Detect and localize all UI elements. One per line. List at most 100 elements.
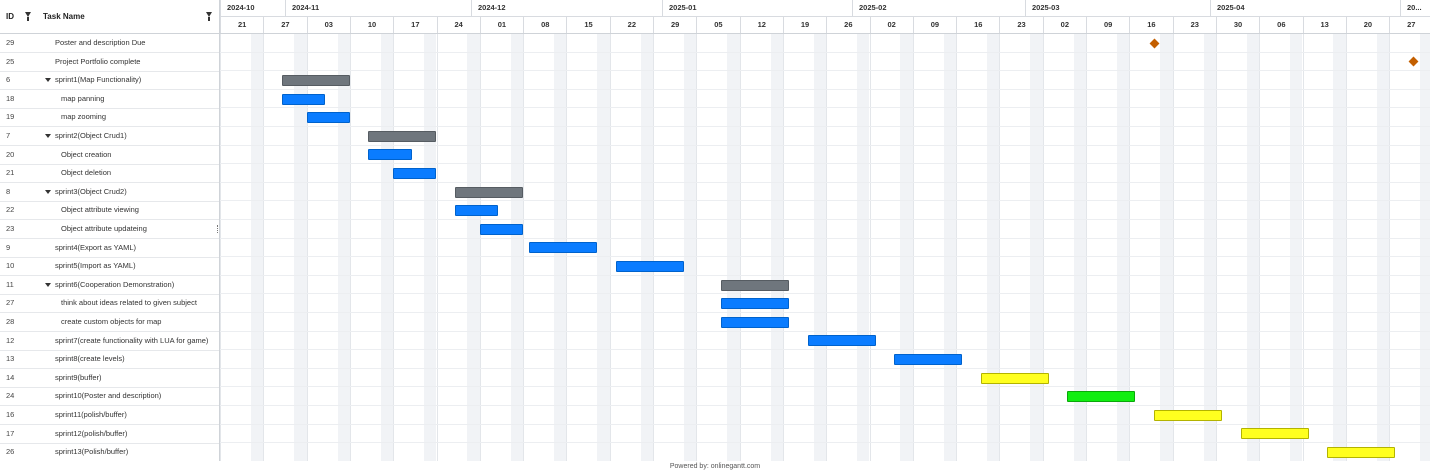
task-name-column-header[interactable]: Task Name [43, 12, 85, 21]
task-bar[interactable] [1154, 409, 1223, 421]
task-name[interactable]: sprint9(buffer) [55, 372, 102, 382]
id-filter-icon[interactable] [25, 12, 31, 21]
task-row[interactable]: 14 sprint9(buffer) [0, 369, 219, 388]
task-row[interactable]: 11 sprint6(Cooperation Demonstration) [0, 276, 219, 295]
task-name[interactable]: Object attribute viewing [61, 205, 139, 215]
group-bar[interactable] [455, 186, 524, 198]
task-id: 10 [6, 261, 15, 271]
task-bar[interactable] [894, 354, 963, 365]
collapse-caret-icon[interactable] [45, 78, 51, 83]
task-bar[interactable] [1327, 447, 1396, 458]
task-row[interactable]: 22 Object attribute viewing [0, 201, 219, 221]
task-row[interactable]: 28 create custom objects for map [0, 313, 219, 332]
task-row[interactable]: 21 Object deletion [0, 164, 219, 184]
week-gridline [1345, 34, 1347, 461]
task-name[interactable]: sprint3(Object Crud2) [55, 186, 127, 196]
group-bar[interactable] [281, 75, 350, 86]
task-name[interactable]: Object creation [61, 149, 112, 159]
task-name[interactable]: sprint1(Map Functionality) [55, 75, 142, 85]
row-gridline [220, 144, 1430, 146]
row-gridline [220, 386, 1430, 388]
group-bar[interactable] [368, 130, 437, 142]
task-bar[interactable] [615, 261, 684, 272]
task-row[interactable]: 18 map panning [0, 90, 219, 109]
week-label: 08 [523, 17, 566, 33]
task-row[interactable]: 26 sprint13(Polish/buffer) [0, 443, 219, 463]
task-bar[interactable] [393, 168, 437, 179]
task-name[interactable]: sprint13(Polish/buffer) [55, 447, 129, 457]
task-bar[interactable] [306, 112, 350, 124]
week-gridline [523, 34, 525, 461]
task-row[interactable]: 19 map zooming [0, 108, 219, 128]
task-bar[interactable] [1240, 428, 1309, 440]
task-bar[interactable] [807, 335, 876, 347]
task-row[interactable]: 24 sprint10(Poster and description) [0, 387, 219, 407]
task-row[interactable]: 25 Project Portfolio complete [0, 53, 219, 72]
week-gridline [1042, 34, 1044, 461]
task-row[interactable]: 12 sprint7(create functionality with LUA … [0, 332, 219, 351]
task-name[interactable]: Object deletion [61, 168, 112, 178]
task-row[interactable]: 16 sprint11(polish/buffer) [0, 406, 219, 425]
task-bar[interactable] [281, 93, 326, 105]
task-name[interactable]: Project Portfolio complete [55, 56, 141, 66]
task-row[interactable]: 17 sprint12(polish/buffer) [0, 425, 219, 444]
task-bar[interactable] [721, 298, 790, 310]
row-gridline [220, 163, 1430, 165]
task-row[interactable]: 8 sprint3(Object Crud2) [0, 183, 219, 202]
task-name[interactable]: map panning [61, 93, 105, 103]
task-row[interactable]: 9 sprint4(Export as YAML) [0, 239, 219, 258]
task-row[interactable]: 13 sprint8(create levels) [0, 350, 219, 370]
milestone-diamond-icon[interactable] [1408, 56, 1419, 67]
week-gridline [1215, 34, 1217, 461]
task-id: 29 [6, 38, 15, 47]
task-row[interactable]: 6 sprint1(Map Functionality) [0, 71, 219, 91]
task-bar[interactable] [980, 372, 1049, 384]
milestone-diamond-icon[interactable] [1149, 38, 1159, 49]
task-bar[interactable] [479, 223, 524, 235]
month-label: 2025-01 [662, 0, 852, 16]
week-gridline [826, 34, 828, 461]
weekend-stripe [467, 34, 480, 461]
week-gridline [956, 34, 958, 461]
task-row[interactable]: 20 Object creation [0, 146, 219, 165]
task-name[interactable]: Poster and description Due [55, 38, 146, 47]
task-bar[interactable] [455, 205, 499, 217]
task-name-filter-icon[interactable] [206, 12, 212, 21]
task-name[interactable]: sprint12(polish/buffer) [55, 428, 128, 438]
task-row[interactable]: 27 think about ideas related to given sub… [0, 294, 219, 314]
task-bar[interactable] [1067, 391, 1136, 403]
collapse-caret-icon[interactable] [45, 282, 51, 287]
task-row[interactable]: 7 sprint2(Object Crud1) [0, 127, 219, 146]
task-bar[interactable] [529, 242, 598, 254]
task-row[interactable]: 10 sprint5(Import as YAML) [0, 257, 219, 277]
week-label: 30 [1215, 17, 1259, 33]
task-name[interactable]: sprint4(Export as YAML) [55, 242, 137, 252]
week-gridline [1086, 34, 1087, 461]
task-name[interactable]: map zooming [61, 112, 107, 122]
task-name[interactable]: Object attribute updateing [61, 224, 147, 233]
week-gridline [1129, 34, 1131, 461]
task-name[interactable]: create custom objects for map [61, 317, 162, 326]
group-bar[interactable] [721, 279, 790, 291]
task-name[interactable]: sprint10(Poster and description) [55, 391, 162, 401]
task-bar[interactable] [721, 316, 790, 328]
week-label: 02 [1042, 17, 1086, 33]
grid-resize-handle[interactable] [217, 225, 220, 233]
task-name[interactable]: sprint6(Cooperation Demonstration) [55, 279, 175, 289]
task-name[interactable]: sprint7(create functionality with LUA fo… [55, 335, 209, 345]
task-name[interactable]: think about ideas related to given subje… [61, 298, 197, 308]
row-gridline [220, 181, 1430, 183]
id-column-header[interactable]: ID [6, 12, 14, 21]
task-name[interactable]: sprint2(Object Crud1) [55, 131, 127, 140]
task-name[interactable]: sprint5(Import as YAML) [55, 261, 136, 271]
collapse-caret-icon[interactable] [45, 134, 51, 138]
task-id: 27 [6, 298, 15, 308]
task-name[interactable]: sprint8(create levels) [55, 354, 125, 364]
task-row[interactable]: 23 Object attribute updateing [0, 220, 219, 239]
task-bar[interactable] [368, 149, 412, 161]
week-label: 03 [306, 17, 350, 33]
task-id: 16 [6, 410, 15, 419]
collapse-caret-icon[interactable] [45, 189, 51, 194]
task-row[interactable]: 29 Poster and description Due [0, 34, 219, 53]
task-name[interactable]: sprint11(polish/buffer) [55, 410, 127, 419]
